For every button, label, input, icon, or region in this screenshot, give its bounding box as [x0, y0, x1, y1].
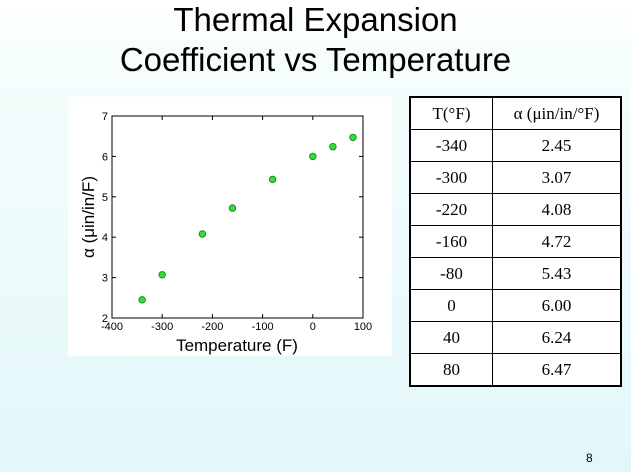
cell-temperature: -80	[409, 257, 493, 290]
scatter-plot-panel: -400 -300 -200 -100 0 100 2 3 4 5 6 7 Temperature …	[68, 97, 392, 356]
y-tick-label: 2	[102, 313, 108, 325]
y-tick-label: 3	[102, 273, 108, 285]
data-point	[158, 271, 166, 279]
cell-alpha: 4.08	[492, 193, 622, 226]
slide-title: Thermal Expansion Coefficient vs Tempera…	[0, 0, 631, 80]
table-row: 40 6.24	[409, 321, 622, 354]
data-points	[138, 133, 357, 304]
x-axis-title: Temperature (F)	[176, 336, 298, 355]
cell-temperature: -300	[409, 161, 493, 194]
cell-temperature: 80	[409, 353, 493, 387]
cell-temperature: 40	[409, 321, 493, 354]
data-point	[268, 175, 277, 184]
x-tick-label: -300	[151, 321, 173, 333]
cell-alpha: 6.00	[492, 289, 622, 322]
cell-alpha: 6.47	[492, 353, 622, 387]
slide-title-line-2: Coefficient vs Temperature	[119, 41, 512, 78]
x-tick-label: -100	[252, 321, 274, 333]
table-row: 80 6.47	[409, 353, 622, 387]
data-point	[349, 133, 357, 142]
data-point	[198, 230, 207, 238]
table-row: -80 5.43	[409, 257, 622, 290]
table-row: -300 3.07	[409, 161, 622, 194]
scatter-plot: -400 -300 -200 -100 0 100 2 3 4 5 6 7 Temperature …	[79, 111, 372, 355]
cell-alpha: 3.07	[492, 161, 622, 194]
data-point	[228, 204, 237, 212]
x-tick-label: 100	[354, 321, 372, 333]
cell-temperature: 0	[409, 289, 493, 322]
x-tick-label: -400	[101, 321, 123, 333]
y-axis-title: α (μin/in/F)	[79, 176, 98, 258]
cell-alpha: 2.45	[492, 129, 622, 162]
page-number: 8	[586, 451, 593, 465]
plot-area-frame	[111, 115, 364, 319]
table-row: 0 6.00	[409, 289, 622, 322]
x-tick-label: -200	[201, 321, 223, 333]
x-axis-ticks: -400 -300 -200 -100 0 100	[101, 116, 372, 333]
cell-alpha: 6.24	[492, 321, 622, 354]
header-temperature: T(°F)	[409, 96, 493, 130]
slide-title-line-1: Thermal Expansion	[173, 1, 458, 38]
y-tick-label: 7	[102, 111, 108, 123]
y-tick-label: 6	[102, 151, 108, 163]
data-point	[329, 143, 337, 151]
x-tick-label: 0	[310, 321, 316, 333]
cell-alpha: 5.43	[492, 257, 622, 290]
cell-temperature: -160	[409, 225, 493, 258]
table-row: -220 4.08	[409, 193, 622, 226]
table-row: -160 4.72	[409, 225, 622, 258]
y-tick-label: 4	[102, 232, 108, 244]
table-row: -340 2.45	[409, 129, 622, 162]
table-header-row: T(°F) α (μin/in/°F)	[409, 96, 622, 130]
data-table: T(°F) α (μin/in/°F) -340 2.45 -300 3.07 …	[409, 96, 622, 387]
y-axis-ticks: 2 3 4 5 6 7	[102, 111, 363, 325]
header-alpha: α (μin/in/°F)	[492, 96, 622, 130]
cell-temperature: -340	[409, 129, 493, 162]
data-point	[138, 296, 146, 304]
y-tick-label: 5	[102, 192, 108, 204]
cell-alpha: 4.72	[492, 225, 622, 258]
data-point	[309, 152, 317, 161]
cell-temperature: -220	[409, 193, 493, 226]
